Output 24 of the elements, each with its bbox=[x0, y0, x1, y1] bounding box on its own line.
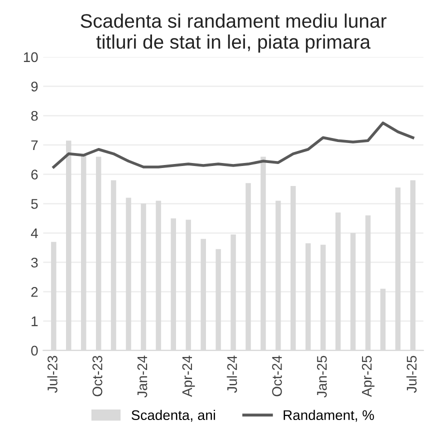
y-tick-label: 5 bbox=[31, 199, 38, 209]
x-tick-label: Apr-24 bbox=[182, 356, 195, 397]
x-tick-label: Jul-23 bbox=[47, 356, 58, 393]
x-tick-label: Jan-24 bbox=[137, 356, 148, 398]
y-tick-label: 6 bbox=[31, 170, 38, 180]
x-tick-label: Jan-25 bbox=[316, 356, 327, 398]
y-tick-label: 4 bbox=[30, 228, 38, 238]
legend-label: Randament, % bbox=[284, 410, 374, 422]
y-tick-label: 2 bbox=[31, 287, 38, 297]
y-tick-label: 7 bbox=[31, 140, 38, 150]
x-tick-label: Apr-25 bbox=[362, 356, 374, 397]
y-tick-label: 10 bbox=[24, 52, 38, 62]
chart-title: Scadenta si randament mediu lunar titluri de stat in lei, piata primara bbox=[80, 14, 386, 53]
x-tick-label: Jul-24 bbox=[226, 356, 238, 393]
y-tick-label: 9 bbox=[31, 82, 38, 92]
legend-label: Scadenta, ani bbox=[132, 410, 215, 422]
x-tick-label: Oct-23 bbox=[92, 356, 102, 396]
x-tick-label: Oct-24 bbox=[272, 356, 282, 396]
y-tick-label: 0 bbox=[31, 346, 38, 356]
y-tick-label: 3 bbox=[31, 258, 38, 268]
x-tick-label: Jul-25 bbox=[406, 356, 417, 393]
line-series bbox=[52, 122, 414, 168]
y-tick-label: 8 bbox=[31, 110, 38, 121]
y-tick-label: 1 bbox=[32, 316, 38, 326]
